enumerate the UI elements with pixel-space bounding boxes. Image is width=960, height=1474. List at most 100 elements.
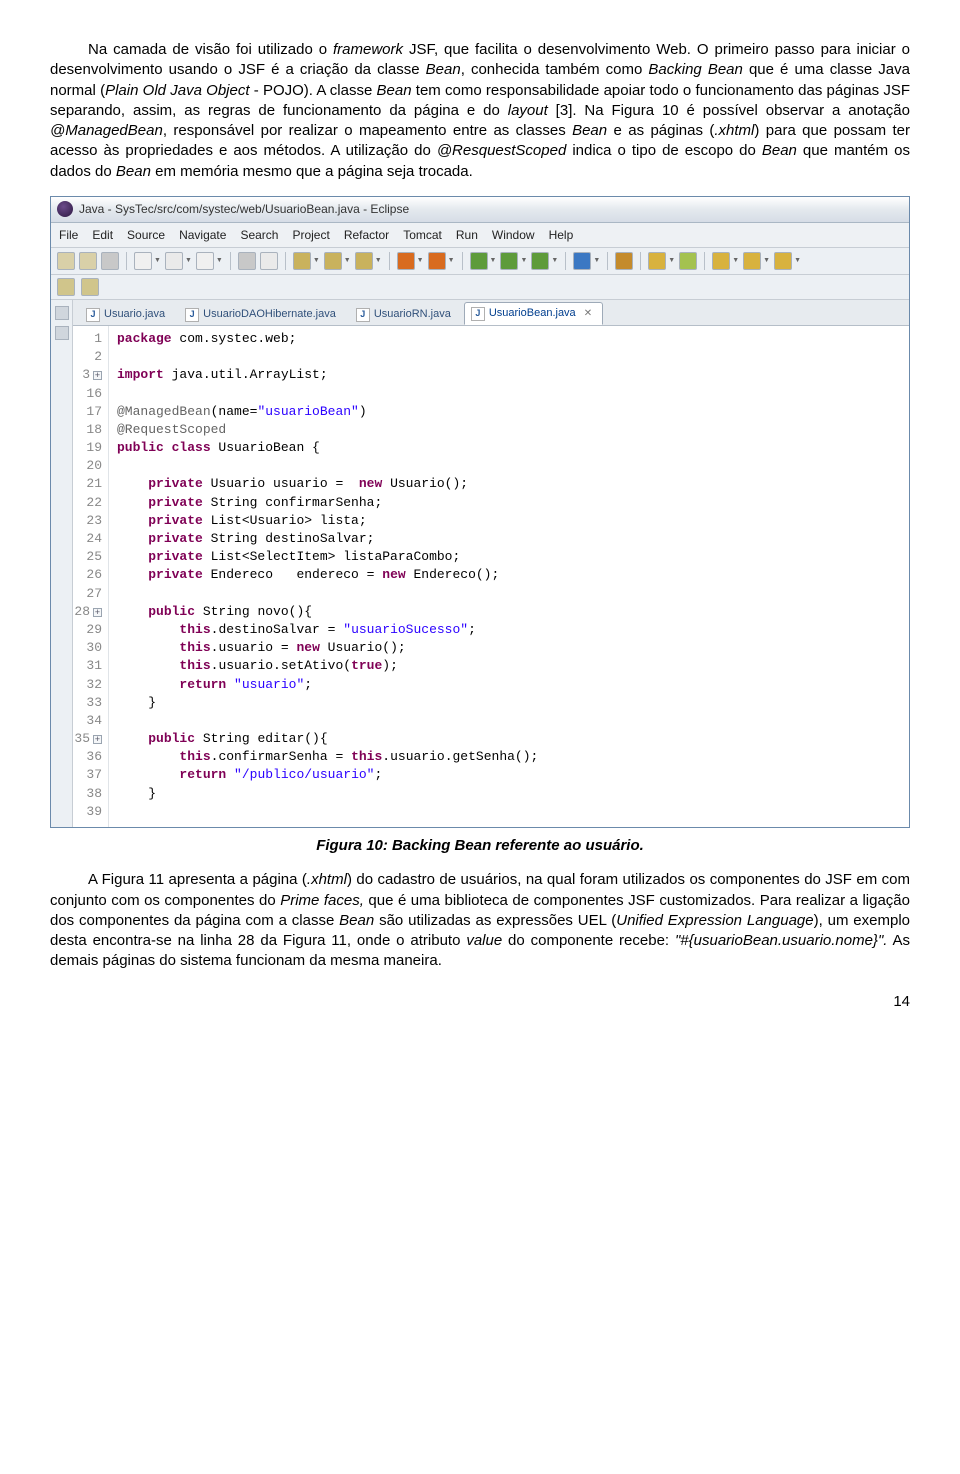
toolbar-button[interactable] [238, 252, 256, 270]
toolbar-button[interactable]: ▼ [196, 252, 223, 270]
figure-caption: Figura 10: Backing Bean referente ao usu… [50, 836, 910, 856]
code-line: public String editar(){ [117, 730, 538, 748]
menu-item[interactable]: Help [549, 227, 574, 243]
code-token: .usuario.setAtivo( [211, 658, 351, 673]
text: , responsável por realizar o mapeamento … [163, 122, 572, 139]
toolbar-button[interactable]: ▼ [397, 252, 424, 270]
code-token [117, 622, 179, 637]
toolbar-button[interactable]: ▼ [293, 252, 320, 270]
toolbar-icon [293, 252, 311, 270]
java-file-icon: J [86, 308, 100, 322]
code-token: Usuario(); [382, 476, 468, 491]
code-token: this [179, 622, 210, 637]
toolbar-button[interactable]: ▼ [134, 252, 161, 270]
toolbar-button[interactable]: ▼ [648, 252, 675, 270]
toolbar-button[interactable]: ▼ [774, 252, 801, 270]
menubar: File Edit Source Navigate Search Project Refac… [51, 223, 909, 248]
menu-item[interactable]: Run [456, 227, 478, 243]
code-token: (name= [211, 404, 258, 419]
toolbar-button[interactable] [679, 252, 697, 270]
line-number: 29 [73, 621, 102, 639]
toolbar-button[interactable] [79, 252, 97, 270]
toolbar-icon [470, 252, 488, 270]
toolbar-button[interactable]: ▼ [470, 252, 497, 270]
code-token: List<Usuario> lista; [203, 513, 367, 528]
toolbar-button[interactable]: ▼ [573, 252, 600, 270]
menu-item[interactable]: File [59, 227, 78, 243]
code-token: private [148, 495, 203, 510]
gutter-icon[interactable] [55, 306, 69, 320]
toolbar-separator [230, 252, 231, 270]
text: do componente recebe: [502, 932, 675, 949]
toolbar-separator [389, 252, 390, 270]
java-file-icon: J [356, 308, 370, 322]
toolbar-icon[interactable] [81, 278, 99, 296]
code-line: private Endereco endereco = new Endereco… [117, 566, 538, 584]
line-number: 23 [73, 512, 102, 530]
line-number: 18 [73, 421, 102, 439]
menu-item[interactable]: Edit [92, 227, 113, 243]
toolbar-button[interactable] [101, 252, 119, 270]
code-token: private [148, 476, 203, 491]
menu-item[interactable]: Source [127, 227, 165, 243]
code-token [117, 677, 179, 692]
close-icon[interactable]: ✕ [584, 307, 592, 321]
text: indica o tipo de escopo do [566, 142, 762, 159]
toolbar-button[interactable] [260, 252, 278, 270]
toolbar-button[interactable]: ▼ [324, 252, 351, 270]
text-italic: Bean [377, 82, 412, 99]
code-token [117, 767, 179, 782]
toolbar-button[interactable] [615, 252, 633, 270]
toolbar-icon [615, 252, 633, 270]
toolbar-button[interactable]: ▼ [428, 252, 455, 270]
toolbar-button[interactable]: ▼ [712, 252, 739, 270]
menu-item[interactable]: Navigate [179, 227, 226, 243]
code-token: import [117, 367, 164, 382]
code-line: return "/publico/usuario"; [117, 766, 538, 784]
toolbar-main: ▼▼▼▼▼▼▼▼▼▼▼▼▼▼▼▼ [51, 248, 909, 275]
line-number: 20 [73, 457, 102, 475]
toolbar-button[interactable]: ▼ [355, 252, 382, 270]
toolbar-icon [397, 252, 415, 270]
code-token: ; [468, 622, 476, 637]
left-gutter [51, 300, 73, 827]
toolbar-button[interactable] [57, 252, 75, 270]
toolbar-button[interactable]: ▼ [743, 252, 770, 270]
code-token: this [179, 749, 210, 764]
dropdown-arrow-icon: ▼ [763, 256, 770, 265]
fold-icon[interactable]: + [93, 735, 102, 744]
text-italic: Unified Expression Language [616, 912, 813, 929]
line-number: 3+ [73, 366, 102, 384]
line-number: 37 [73, 766, 102, 784]
gutter-icon[interactable] [55, 326, 69, 340]
menu-item[interactable]: Refactor [344, 227, 389, 243]
toolbar-button[interactable]: ▼ [531, 252, 558, 270]
fold-icon[interactable]: + [93, 608, 102, 617]
editor-tab[interactable]: JUsuario.java [79, 303, 176, 325]
toolbar-icon [428, 252, 446, 270]
code-content: package com.systec.web;import java.util.… [109, 326, 546, 827]
code-token: com.systec.web; [172, 331, 297, 346]
toolbar-button[interactable]: ▼ [500, 252, 527, 270]
code-token: @RequestScoped [117, 422, 226, 437]
toolbar-icon[interactable] [57, 278, 75, 296]
menu-item[interactable]: Window [492, 227, 535, 243]
menu-item[interactable]: Project [292, 227, 329, 243]
menu-item[interactable]: Tomcat [403, 227, 442, 243]
code-token: new [382, 567, 405, 582]
toolbar-button[interactable]: ▼ [165, 252, 192, 270]
editor-tab[interactable]: JUsuarioBean.java✕ [464, 302, 603, 325]
text: Na camada de visão foi utilizado o [88, 41, 333, 58]
code-token [117, 476, 148, 491]
menu-item[interactable]: Search [240, 227, 278, 243]
text-italic: layout [508, 102, 548, 119]
editor-tabs: JUsuario.javaJUsuarioDAOHibernate.javaJU… [73, 300, 909, 326]
editor-tab[interactable]: JUsuarioRN.java [349, 303, 462, 325]
code-token: "usuario" [234, 677, 304, 692]
editor-tab[interactable]: JUsuarioDAOHibernate.java [178, 303, 347, 325]
line-number-ruler: 123+16171819202122232425262728+293031323… [73, 326, 109, 827]
text-italic: @ResquestScoped [437, 142, 566, 159]
fold-icon[interactable]: + [93, 371, 102, 380]
toolbar-icon [165, 252, 183, 270]
eclipse-screenshot: Java - SysTec/src/com/systec/web/Usuario… [50, 196, 910, 828]
